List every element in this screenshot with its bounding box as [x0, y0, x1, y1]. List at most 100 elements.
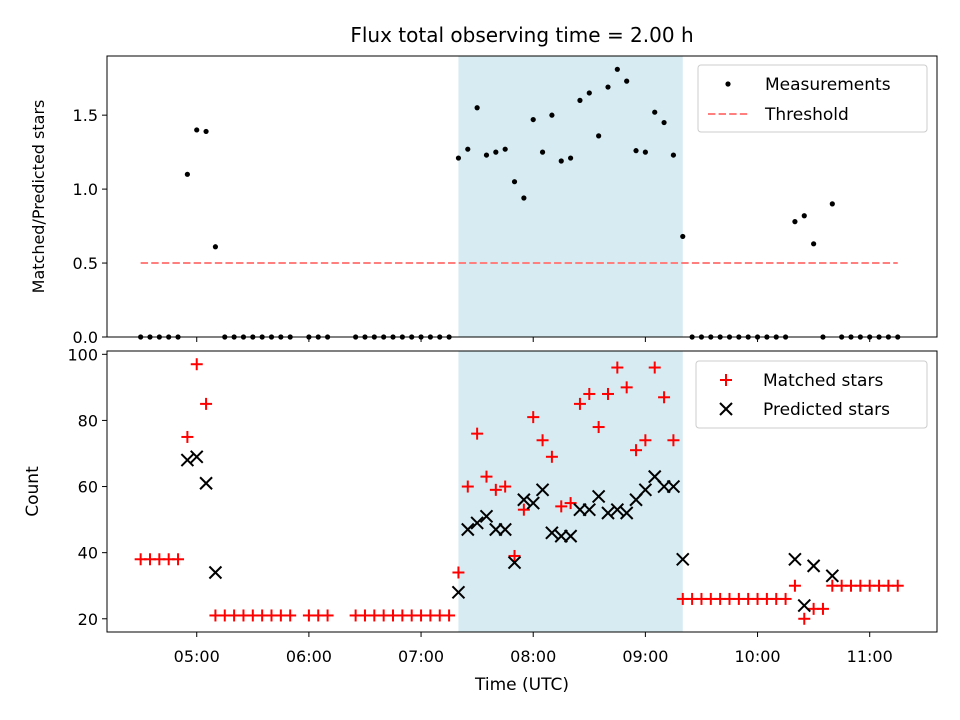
measurement-point	[586, 90, 592, 96]
matched-star-point	[620, 381, 633, 394]
predicted-star-point	[517, 493, 531, 507]
predicted-star-point	[619, 506, 634, 520]
predicted-star-point	[666, 479, 681, 494]
measurement-point	[184, 171, 190, 177]
matched-star-point	[816, 602, 829, 615]
predicted-star-point	[591, 489, 606, 504]
y-tick-label-bottom: 20	[78, 610, 98, 629]
measurement-point	[652, 109, 658, 115]
predicted-star-point	[676, 552, 690, 566]
matched-star-point	[788, 579, 801, 592]
measurement-point	[605, 84, 611, 90]
matched-star-point	[452, 566, 465, 579]
y-tick-label-top: 0.0	[73, 328, 98, 347]
legend-frame-bottom	[695, 360, 928, 429]
matched-star-point	[508, 549, 521, 562]
measurement-point	[511, 179, 518, 185]
x-tick-label: 08:00	[510, 647, 556, 666]
predicted-star-point	[638, 483, 653, 497]
matched-star-point	[592, 421, 605, 434]
measurement-point	[633, 148, 639, 154]
measurement-point	[493, 149, 499, 155]
x-tick-label: 05:00	[174, 647, 220, 666]
matched-star-point	[667, 434, 680, 447]
y-tick-label-top: 1.5	[73, 106, 98, 125]
predicted-star-point	[825, 569, 840, 583]
x-tick-label: 06:00	[286, 647, 332, 666]
predicted-star-point	[797, 598, 811, 613]
predicted-star-point	[582, 502, 597, 517]
measurement-point	[530, 116, 536, 123]
matched-star-point	[630, 444, 643, 457]
matched-star-point	[536, 434, 549, 447]
measurement-point	[483, 152, 490, 158]
y-tick-label-top: 0.5	[73, 254, 98, 273]
measurement-point	[577, 97, 583, 103]
measurement-point	[558, 158, 564, 164]
predicted-star-point	[190, 450, 204, 464]
matched-star-point	[658, 391, 671, 404]
predicted-star-point	[526, 496, 540, 510]
predicted-star-point	[199, 476, 213, 490]
matched-star-point	[190, 358, 203, 371]
measurement-point	[502, 146, 508, 152]
matched-star-point	[573, 397, 586, 410]
matched-star-point	[480, 470, 493, 483]
measurement-point	[624, 78, 630, 84]
measurement-point	[194, 127, 200, 133]
y-tick-label-bottom: 80	[78, 411, 98, 430]
measurement-point	[474, 105, 480, 111]
measurement-point	[465, 146, 471, 152]
matched-star-point	[461, 480, 474, 493]
y-tick-label-bottom: 100	[67, 345, 98, 364]
measurement-point	[203, 128, 209, 135]
matched-star-point	[181, 430, 194, 443]
matched-star-point	[200, 397, 213, 410]
legend-x-marker	[719, 402, 733, 416]
ratio-panel-frame	[106, 55, 938, 338]
predicted-star-point	[601, 506, 615, 520]
matched-star-point	[611, 361, 624, 374]
y-axis-label-bottom: Count	[23, 466, 43, 517]
measurement-point	[539, 149, 546, 155]
x-tick-label: 07:00	[398, 647, 444, 666]
legend-label-matched: Matched stars	[763, 371, 883, 391]
measurement-point	[792, 219, 798, 225]
matched-star-point	[583, 387, 596, 400]
matched-star-point	[471, 427, 484, 440]
predicted-star-point	[806, 559, 821, 573]
legend-label-predicted: Predicted stars	[763, 400, 890, 420]
matched-star-point	[489, 483, 502, 496]
matched-star-point	[639, 434, 652, 447]
matched-star-point	[555, 500, 568, 513]
legend-top: Measurements Threshold	[697, 64, 928, 133]
measurement-point	[811, 241, 817, 247]
predicted-star-point	[535, 483, 550, 497]
legend-bottom: Matched stars Predicted stars	[695, 360, 928, 429]
measurement-point	[829, 201, 835, 207]
y-tick-label-bottom: 60	[78, 478, 98, 497]
measurement-point	[521, 195, 527, 201]
legend-label-measurements: Measurements	[765, 75, 891, 95]
measurement-point	[614, 66, 620, 72]
predicted-star-point	[479, 509, 494, 524]
x-axis-label: Time (UTC)	[474, 675, 569, 695]
count-panel: 20 40 60 80 100 05:00 06:00 07:00 08:00 09:00 10:…	[23, 337, 938, 695]
measurement-point	[661, 119, 667, 126]
measurement-point	[801, 213, 807, 219]
matched-star-point	[891, 579, 904, 592]
predicted-star-point	[788, 552, 802, 566]
measurement-point	[680, 233, 686, 240]
predicted-star-point	[610, 502, 625, 517]
matched-star-point	[284, 609, 297, 622]
x-tick-label: 09:00	[622, 647, 668, 666]
measurement-point	[455, 155, 462, 161]
measurement-point	[642, 149, 648, 155]
predicted-star-point	[563, 529, 578, 543]
matched-star-point	[779, 592, 792, 605]
matched-star-point	[545, 450, 558, 463]
predicted-star-point	[180, 453, 195, 467]
matched-star-point	[443, 609, 456, 622]
predicted-star-point	[545, 526, 559, 540]
matched-star-point	[321, 609, 334, 622]
